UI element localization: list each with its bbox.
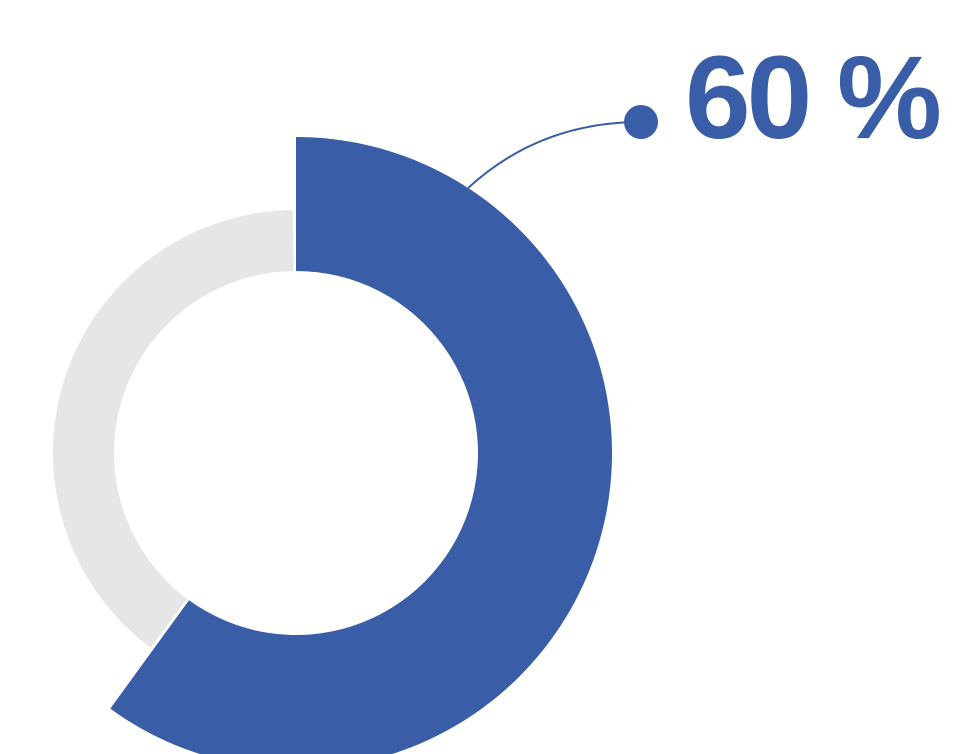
donut-slice-remaining: [53, 210, 294, 648]
donut-slices: [53, 137, 612, 754]
donut-slice-highlighted: [110, 137, 612, 754]
percentage-label: 60 %: [685, 32, 939, 164]
callout-dot: [624, 105, 658, 139]
callout-line: [467, 121, 642, 189]
